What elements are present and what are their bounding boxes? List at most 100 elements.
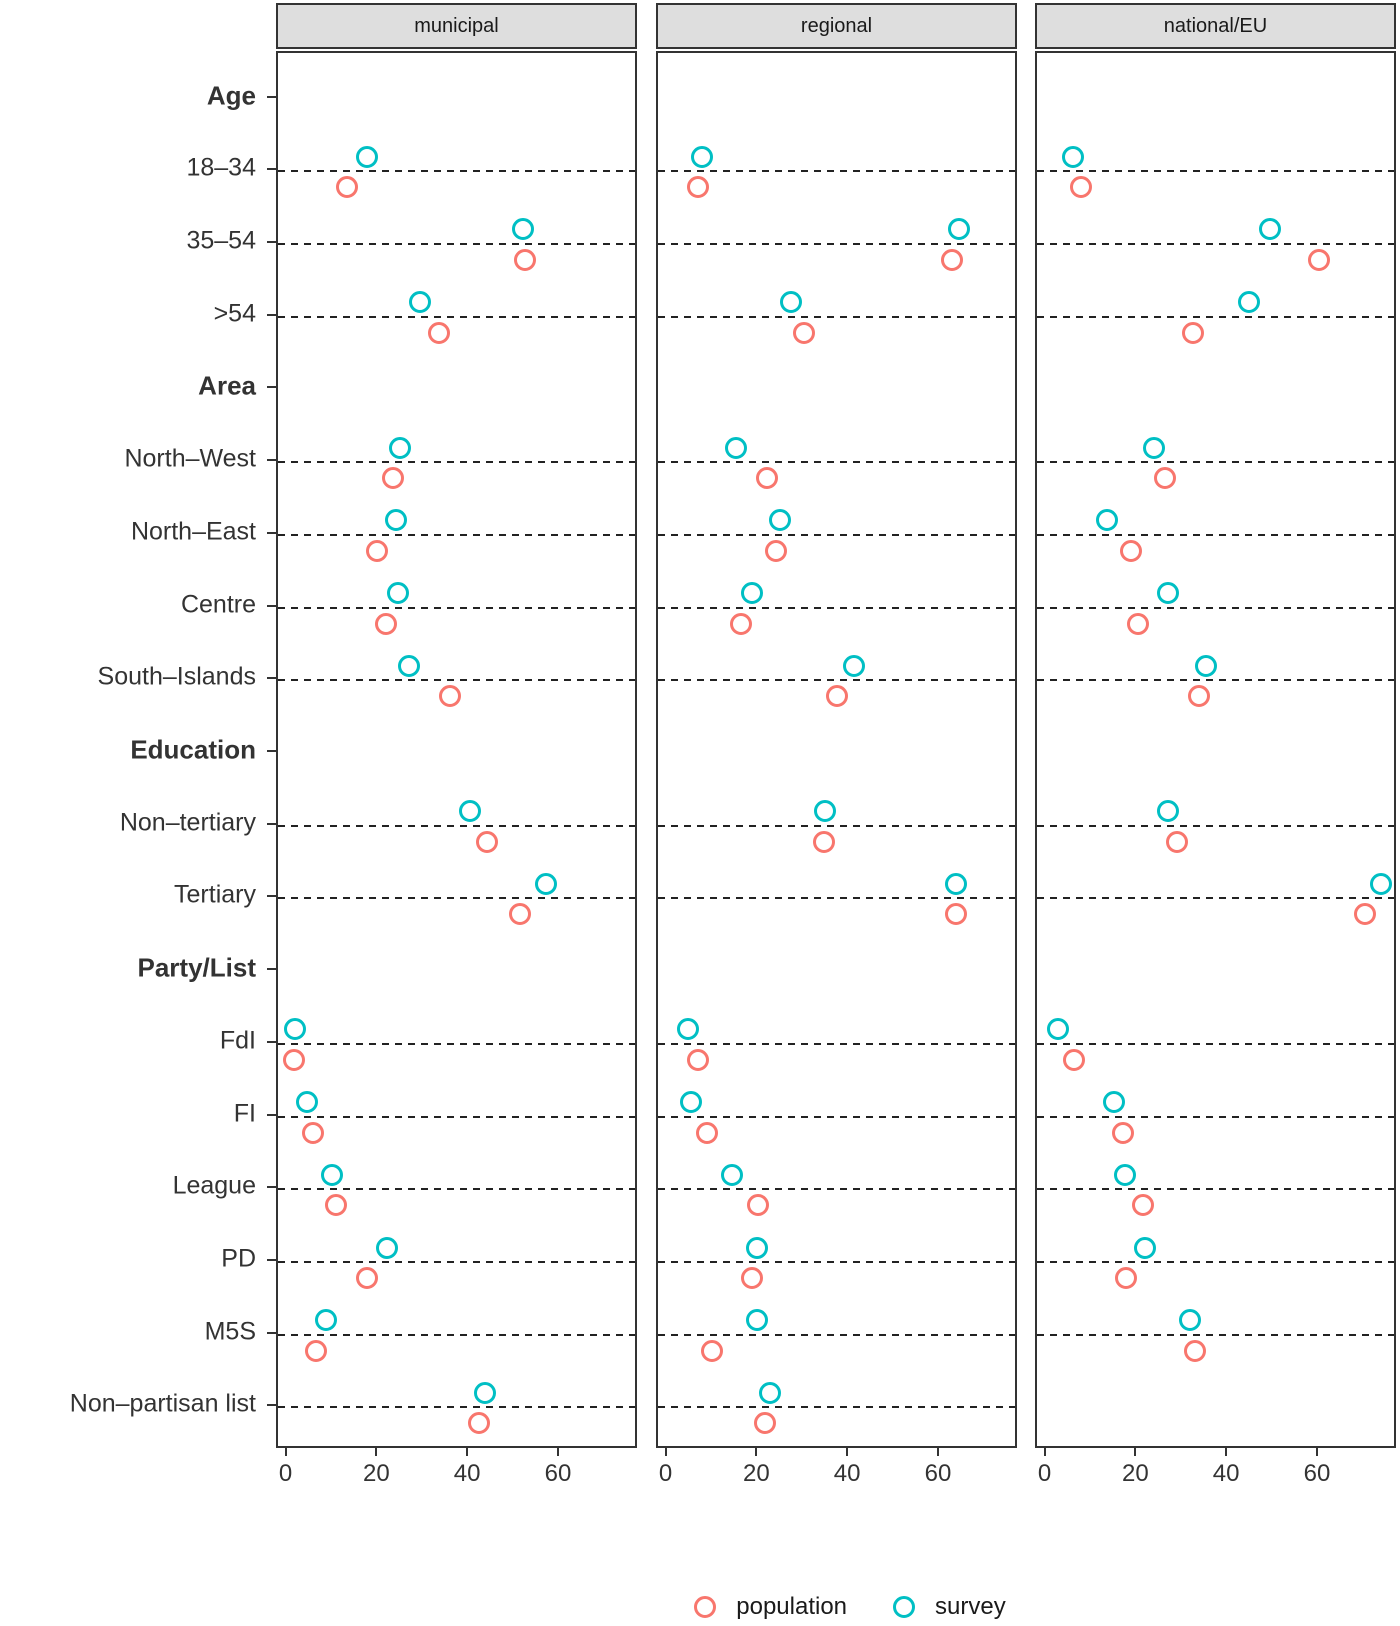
survey-point [740, 582, 763, 605]
row-gridline [1037, 1115, 1394, 1118]
row-gridline [278, 1261, 635, 1264]
survey-point [511, 218, 534, 241]
row-gridline [658, 170, 1015, 173]
population-point [335, 176, 358, 199]
y-axis-label-group: Party/List [137, 952, 257, 983]
row-gridline [1037, 1333, 1394, 1336]
x-tick-label: 60 [1303, 1460, 1331, 1487]
row-gridline [1037, 897, 1394, 900]
y-tick [267, 1186, 276, 1189]
x-tick-label: 0 [1037, 1460, 1052, 1487]
x-tick [755, 1448, 758, 1456]
survey-point [389, 436, 412, 459]
population-point [1127, 612, 1150, 635]
row-gridline [278, 315, 635, 318]
y-tick [267, 604, 276, 607]
survey-point [1047, 1018, 1070, 1041]
x-tick [1134, 1448, 1137, 1456]
survey-point [473, 1381, 496, 1404]
population-point [695, 1121, 718, 1144]
population-point [792, 321, 815, 344]
survey-point [813, 800, 836, 823]
x-tick-label: 40 [453, 1460, 481, 1487]
population-point [1353, 903, 1376, 926]
x-tick-label: 40 [833, 1460, 861, 1487]
x-tick [466, 1448, 469, 1456]
population-legend-marker [694, 1596, 717, 1618]
population-point [1181, 321, 1204, 344]
survey-legend-marker [893, 1596, 916, 1618]
x-tick [1043, 1448, 1046, 1456]
y-axis-label: South–Islands [97, 662, 256, 691]
y-tick [267, 1331, 276, 1334]
survey-point [386, 582, 409, 605]
survey-point [948, 218, 971, 241]
y-axis-label: 18–34 [186, 153, 256, 182]
population-point [514, 248, 537, 271]
legend-item-survey: survey [893, 1593, 1006, 1621]
y-axis-label-group: Age [206, 79, 256, 110]
survey-point [314, 1309, 337, 1332]
x-tick [664, 1448, 667, 1456]
survey-point [385, 509, 408, 532]
survey-point [779, 291, 802, 314]
survey-point [1259, 218, 1282, 241]
row-gridline [658, 1042, 1015, 1045]
population-point [945, 903, 968, 926]
y-axis-label: North–East [130, 517, 256, 546]
population-point [1166, 830, 1189, 853]
y-axis-label: PD [221, 1244, 256, 1273]
row-gridline [1037, 170, 1394, 173]
population-point [1154, 467, 1177, 490]
survey-point [1238, 291, 1261, 314]
row-gridline [278, 606, 635, 609]
y-tick [267, 386, 276, 389]
y-axis-label: Non–partisan list [69, 1389, 256, 1418]
population-point [1187, 685, 1210, 708]
row-gridline [658, 1406, 1015, 1409]
survey-point [758, 1381, 781, 1404]
survey-point [1095, 509, 1118, 532]
row-gridline [278, 242, 635, 245]
population-point [700, 1339, 723, 1362]
y-tick [267, 531, 276, 534]
row-gridline [658, 824, 1015, 827]
y-tick [267, 459, 276, 462]
y-axis-label: League [172, 1171, 256, 1200]
survey-point [721, 1163, 744, 1186]
row-gridline [1037, 1042, 1394, 1045]
y-axis-label: FI [233, 1098, 256, 1127]
x-tick-label: 60 [924, 1460, 952, 1487]
survey-point [1114, 1163, 1137, 1186]
survey-point [397, 654, 420, 677]
x-tick [1225, 1448, 1228, 1456]
y-axis-label: 35–54 [186, 226, 256, 255]
population-point [1184, 1339, 1207, 1362]
population-point [356, 1267, 378, 1290]
y-axis-label-group: Education [130, 734, 256, 765]
population-point [365, 539, 388, 562]
x-tick-label: 60 [544, 1460, 572, 1487]
y-tick [267, 313, 276, 316]
row-gridline [1037, 606, 1394, 609]
population-point [301, 1121, 324, 1144]
survey-point [1061, 145, 1084, 168]
population-point [765, 539, 788, 562]
row-gridline [1037, 461, 1394, 464]
population-point [756, 467, 779, 490]
panel-national-eu [1035, 51, 1396, 1448]
population-point [1132, 1194, 1155, 1217]
survey-point [375, 1236, 398, 1259]
row-gridline [658, 606, 1015, 609]
x-tick [375, 1448, 378, 1456]
survey-point [768, 509, 791, 532]
population-point [374, 612, 397, 635]
survey-point [355, 145, 378, 168]
y-tick [267, 677, 276, 680]
row-gridline [278, 1188, 635, 1191]
survey-point [1179, 1309, 1202, 1332]
population-point [747, 1194, 770, 1217]
row-gridline [278, 679, 635, 682]
y-tick [267, 240, 276, 243]
population-point [753, 1412, 776, 1435]
